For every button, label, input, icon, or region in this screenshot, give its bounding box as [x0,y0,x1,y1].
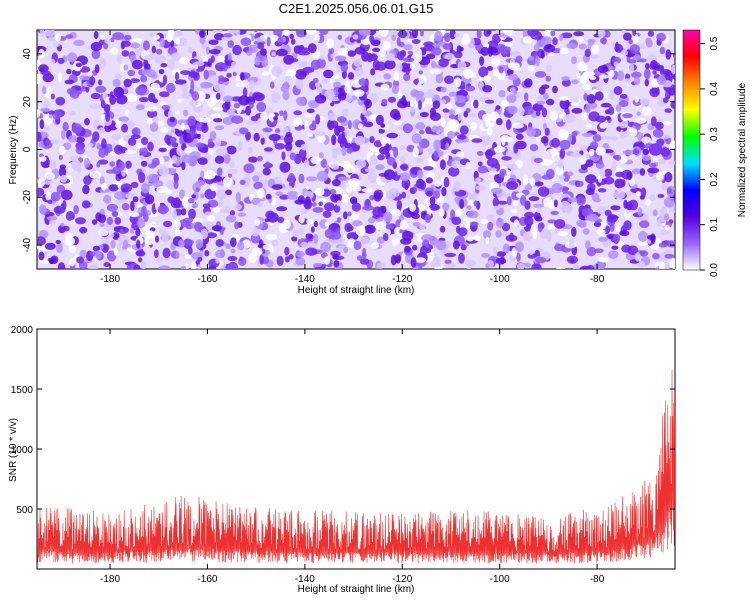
colorbar-tick-label: 0.0 [709,263,720,277]
spectrogram-y-tick-label: 20 [22,96,33,108]
spectrogram-x-ticks: -180 -160 -140 -120 -100 -80 [100,30,605,285]
snr-x-tick-label: -120 [392,574,412,585]
colorbar-tick-label: 0.5 [709,36,720,50]
snr-y-axis-label: SNR (10 * v/v) [8,418,19,482]
chart-title: C2E1.2025.056.06.01.G15 [278,1,434,16]
spectrogram-x-tick-label: -80 [590,274,605,285]
spectral-hot-spot [140,160,148,167]
snr-y-tick-label: 1500 [11,385,34,396]
spectral-hot-spot [632,148,640,155]
spectrogram-plot-area [37,30,675,269]
colorbar-ticks: 0.0 0.1 0.2 0.3 0.4 0.5 [700,36,720,277]
snr-y-tick-label: 500 [16,505,33,516]
snr-x-axis-label: Height of straight line (km) [298,584,415,595]
spectrogram-y-tick-label: -40 [22,237,33,252]
spectral-hot-spot [111,210,119,218]
colorbar: 0.0 0.1 0.2 0.3 0.4 0.5 Normalized spectral a… [682,29,748,277]
snr-x-tick-label: -100 [490,574,510,585]
spectral-hot-spot [49,259,54,265]
snr-plot-area [37,369,675,564]
spectrogram-x-tick-label: -180 [100,274,120,285]
spectrogram-x-tick-label: -160 [197,274,217,285]
spectral-hot-spot [656,138,665,147]
spectrogram-y-tick-label: 40 [22,48,33,60]
colorbar-tick-label: 0.4 [709,81,720,95]
spectral-hot-spot [380,123,386,128]
spectrogram-x-axis-label: Height of straight line (km) [298,285,415,296]
spectrogram-y-axis-label: Frequency (Hz) [8,116,19,185]
snr-x-tick-label: -180 [100,574,120,585]
spectral-hot-spot [477,161,483,167]
spectral-hot-spot [642,148,650,155]
colorbar-gradient [682,29,701,271]
snr-panel: -180 -160 -140 -120 -100 -80 500100015002000 … [8,325,676,595]
spectral-hot-spot [273,116,278,121]
colorbar-tick-label: 0.2 [709,172,720,186]
spectral-hot-spot [660,147,671,157]
spectral-hot-spot [648,143,663,156]
spectrogram-texture [37,30,675,269]
spectrogram-x-tick-label: -120 [392,274,412,285]
spectrogram-x-tick-label: -100 [490,274,510,285]
spectrogram-y-tick-label: -20 [22,190,33,205]
colorbar-label: Normalized spectral amplitude [737,82,748,217]
spectral-hot-spot [170,136,177,143]
snr-x-tick-label: -160 [197,574,217,585]
snr-y-tick-label: 1000 [11,445,34,456]
snr-x-ticks: -180 -160 -140 -120 -100 -80 [100,329,605,585]
colorbar-tick-label: 0.1 [709,217,720,231]
snr-y-tick-label: 2000 [11,325,34,336]
snr-x-tick-label: -80 [590,574,605,585]
snr-y-ticks: 500 1000 1500 2000 [11,325,675,516]
spectrogram-x-tick-label: -140 [295,274,315,285]
spectrogram-y-tick-label: 0 [22,146,33,152]
spectral-hot-spot [336,125,342,131]
spectrogram-panel: -180 -160 -140 -120 -100 -80 -40 -20 0 20 40 Heig… [8,29,676,296]
snr-x-tick-label: -140 [295,574,315,585]
colorbar-tick-label: 0.3 [709,127,720,141]
snr-series-line [37,369,675,564]
spectrogram-y-ticks: -40 -20 0 20 40 [22,48,675,252]
